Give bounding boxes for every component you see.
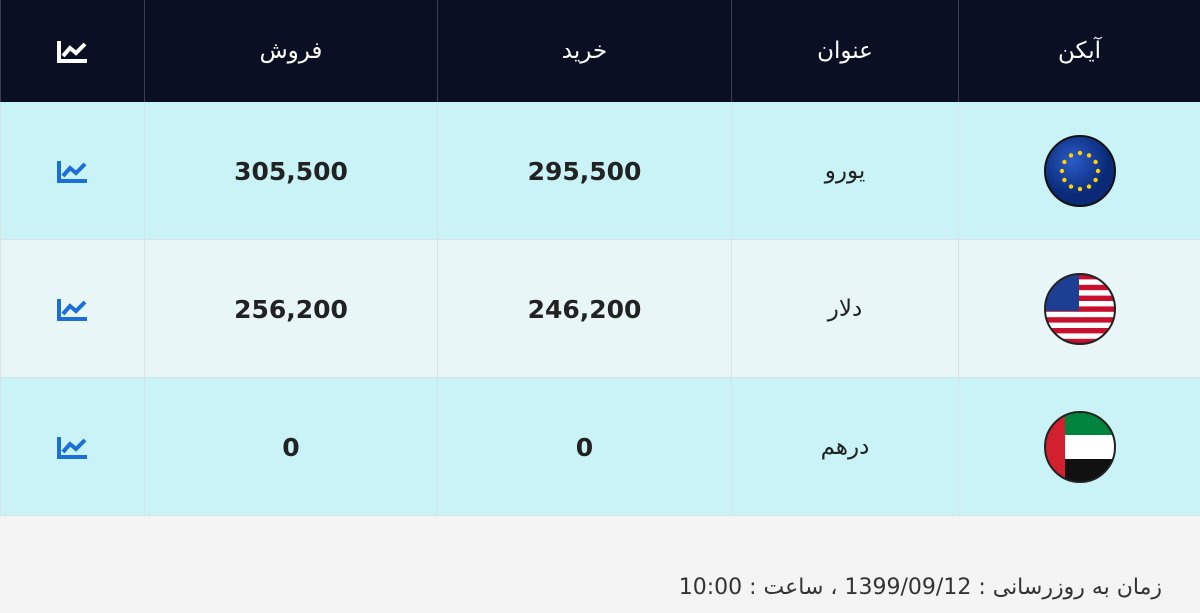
currency-title: دلار: [731, 240, 958, 378]
buy-price: 0: [437, 378, 731, 516]
currency-title: درهم: [731, 378, 958, 516]
chart-button[interactable]: [0, 102, 144, 240]
currency-title: یورو: [731, 102, 958, 240]
flag-eu: [958, 102, 1200, 240]
header-cell: فروش: [144, 0, 437, 102]
sell-price: 256,200: [144, 240, 437, 378]
header-chart-icon: [0, 0, 144, 102]
buy-price: 295,500: [437, 102, 731, 240]
header-cell: آیکن: [958, 0, 1200, 102]
header-cell: عنوان: [731, 0, 958, 102]
flag-uae: [958, 378, 1200, 516]
chart-button[interactable]: [0, 240, 144, 378]
table-row: دلار 246,200 256,200: [0, 240, 1200, 378]
table-row: یورو 295,500 305,500: [0, 102, 1200, 240]
chart-icon: [56, 41, 87, 63]
update-time: زمان به روزرسانی : 1399/09/12 ، ساعت : 1…: [678, 575, 1162, 600]
sell-price: 305,500: [144, 102, 437, 240]
header-cell: خرید: [437, 0, 731, 102]
sell-price: 0: [144, 378, 437, 516]
flag-us: [958, 240, 1200, 378]
chart-button[interactable]: [0, 378, 144, 516]
buy-price: 246,200: [437, 240, 731, 378]
table-row: درهم 0 0: [0, 378, 1200, 516]
